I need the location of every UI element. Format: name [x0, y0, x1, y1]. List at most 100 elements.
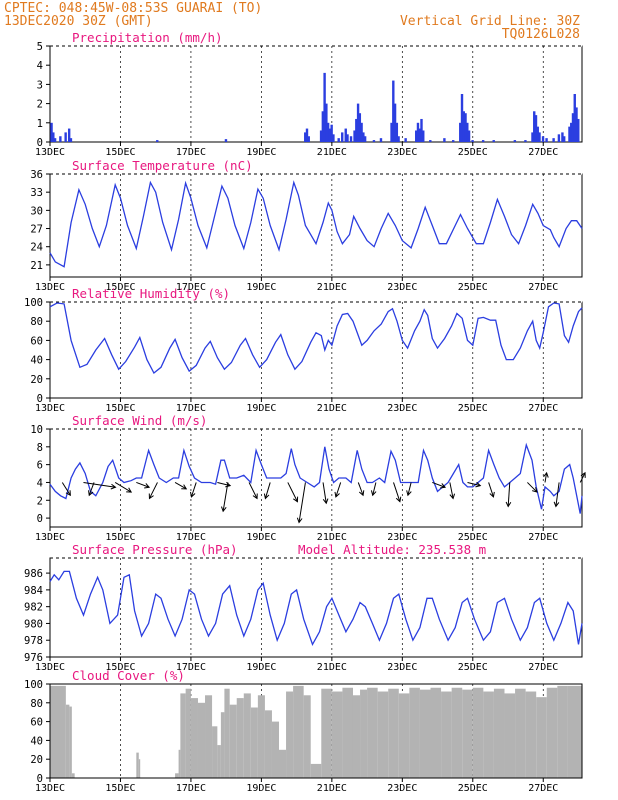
wind-wind-arrow-head	[406, 490, 412, 497]
precip-bar	[360, 122, 363, 142]
temp-ytick-label: 30	[30, 205, 43, 217]
precip-panel	[46, 45, 583, 146]
wind-wind-arrow-head	[110, 483, 117, 490]
wind-wind-arrow-head	[395, 496, 402, 503]
wind-xtick-label: 19DEC	[246, 532, 276, 543]
wind-wind-arrow	[287, 482, 298, 502]
header-grid-note: Vertical Grid Line: 30Z	[399, 14, 580, 29]
wind-series-line	[49, 442, 583, 514]
precip-bar	[552, 138, 555, 142]
precip-bar	[326, 122, 330, 142]
cloud-cloud-bar	[352, 695, 361, 778]
wind-wind-arrow	[136, 481, 150, 488]
wind-wind-arrow	[322, 482, 327, 504]
cloud-cloud-bar	[398, 693, 410, 778]
pressure-title: Surface Pressure (hPa)	[72, 542, 238, 557]
cloud-cloud-bar	[360, 689, 368, 778]
pressure-xtick-label: 21DEC	[317, 662, 347, 673]
pressure-ytick-label: 978	[24, 635, 43, 647]
precip-bar	[538, 132, 541, 142]
wind-wind-arrow-head	[449, 493, 456, 500]
cloud-panel	[46, 683, 583, 782]
precip-bar	[224, 139, 228, 142]
cloud-cloud-bar	[493, 688, 505, 778]
precip-bar	[379, 138, 383, 142]
cloud-cloud-bar	[212, 726, 218, 778]
cloud-ytick-label: 80	[30, 698, 43, 710]
wind-ytick-label: 10	[30, 424, 43, 436]
wind-xtick-label: 23DEC	[387, 532, 417, 543]
wind-wind-arrow	[174, 482, 187, 490]
cloud-cloud-bar	[451, 687, 463, 778]
rh-ytick-label: 100	[24, 297, 43, 309]
wind-wind-arrow	[149, 482, 158, 499]
precip-xtick-label: 21DEC	[317, 147, 347, 158]
wind-wind-arrow	[555, 482, 560, 507]
cloud-cloud-bar	[264, 710, 272, 778]
precip-ytick-label: 2	[37, 99, 43, 111]
cloud-cloud-bar	[71, 773, 75, 778]
precip-bar	[577, 118, 580, 142]
header-station: CPTEC: 048:45W-08:53S GUARAI (TO)	[4, 1, 263, 16]
precip-bar	[393, 103, 397, 142]
pressure-ytick-label: 982	[24, 602, 43, 614]
cloud-cloud-bar	[257, 695, 265, 778]
precip-ytick-label: 5	[37, 41, 43, 53]
pressure-xtick-label: 25DEC	[458, 662, 488, 673]
precip-bar	[344, 128, 347, 142]
precip-bar	[492, 140, 495, 142]
wind-xtick-label: 25DEC	[458, 532, 488, 543]
wind-wind-arrow	[544, 472, 548, 483]
precip-bar	[557, 134, 561, 142]
cloud-xtick-label: 19DEC	[246, 783, 276, 794]
precip-bar	[362, 132, 365, 142]
precip-bar	[561, 132, 564, 142]
cloud-frame-overlay	[49, 683, 583, 779]
precip-bar	[404, 138, 407, 142]
wind-xtick-label: 21DEC	[317, 532, 347, 543]
precip-bar	[50, 122, 53, 142]
wind-wind-arrow-head	[263, 493, 270, 500]
wind-wind-arrow	[507, 482, 511, 507]
wind-xtick-label: 15DEC	[105, 532, 135, 543]
wind-wind-arrow	[432, 481, 446, 488]
rh-title: Relative Humidity (%)	[72, 286, 230, 301]
wind-wind-arrow-head	[65, 490, 71, 497]
cloud-cloud-bar	[69, 706, 72, 778]
temp-ytick-label: 24	[30, 242, 43, 254]
wind-wind-arrow	[393, 482, 401, 502]
cloud-xtick-label: 13DEC	[35, 783, 65, 794]
precip-bar	[337, 138, 340, 142]
precip-bar	[305, 128, 309, 142]
pressure-panel	[46, 557, 583, 661]
wind-wind-arrow-head	[148, 493, 154, 500]
wind-wind-arrow-head	[126, 487, 133, 493]
cloud-cloud-bar	[220, 712, 225, 778]
precip-xtick-label: 27DEC	[528, 147, 558, 158]
wind-wind-arrow-head	[144, 483, 151, 489]
cloud-cloud-bar	[50, 685, 66, 778]
cloud-cloud-bar	[504, 693, 516, 778]
cloud-cloud-bar	[525, 691, 537, 778]
cloud-xtick-label: 21DEC	[317, 783, 347, 794]
wind-wind-arrow	[114, 482, 132, 493]
wind-wind-arrow-head	[440, 483, 447, 489]
wind-ytick-label: 2	[37, 495, 43, 507]
rh-panel	[46, 301, 583, 402]
precip-bar	[392, 80, 395, 142]
precip-xtick-label: 19DEC	[246, 147, 276, 158]
precip-bar	[415, 130, 418, 142]
wind-wind-arrow	[357, 482, 364, 496]
precip-bar	[464, 113, 467, 142]
header-date: 13DEC2020 30Z (GMT)	[4, 14, 153, 29]
cloud-cloud-bar	[310, 763, 322, 778]
wind-wind-arrow	[61, 482, 71, 496]
precip-bar	[390, 122, 393, 142]
temp-xtick-label: 27DEC	[528, 282, 558, 293]
cloud-cloud-bar	[217, 745, 221, 778]
cloud-cloud-bar	[243, 693, 251, 778]
precip-bar	[372, 140, 376, 142]
pressure-xtick-label: 27DEC	[528, 662, 558, 673]
cloud-cloud-bar	[279, 749, 287, 778]
cloud-cloud-bar	[441, 691, 452, 778]
